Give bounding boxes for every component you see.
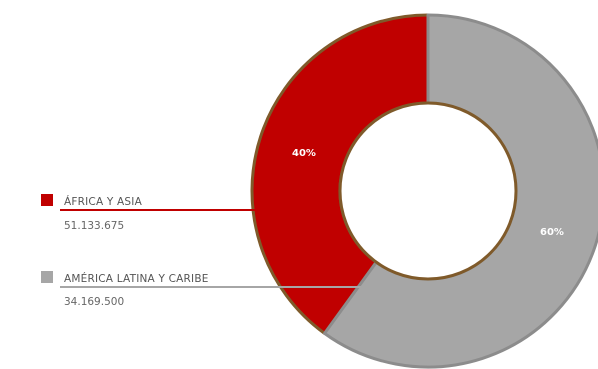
legend-swatch-america-latina: [41, 271, 53, 283]
chart-slices: [250, 13, 598, 369]
legend-swatch-africa-asia: [41, 194, 53, 206]
percent-label-africa-asia: 40%: [292, 148, 316, 159]
legend-value-america-latina: 34.169.500: [64, 296, 124, 308]
legend-value-africa-asia: 51.133.675: [64, 220, 124, 232]
donut-hole: [338, 101, 518, 281]
legend-label-america-latina: AMÉRICA LATINA Y CARIBE: [64, 272, 209, 285]
legend-label-africa-asia: ÁFRICA Y ASIA: [64, 195, 143, 208]
percent-label-america-latina: 60%: [540, 227, 564, 238]
